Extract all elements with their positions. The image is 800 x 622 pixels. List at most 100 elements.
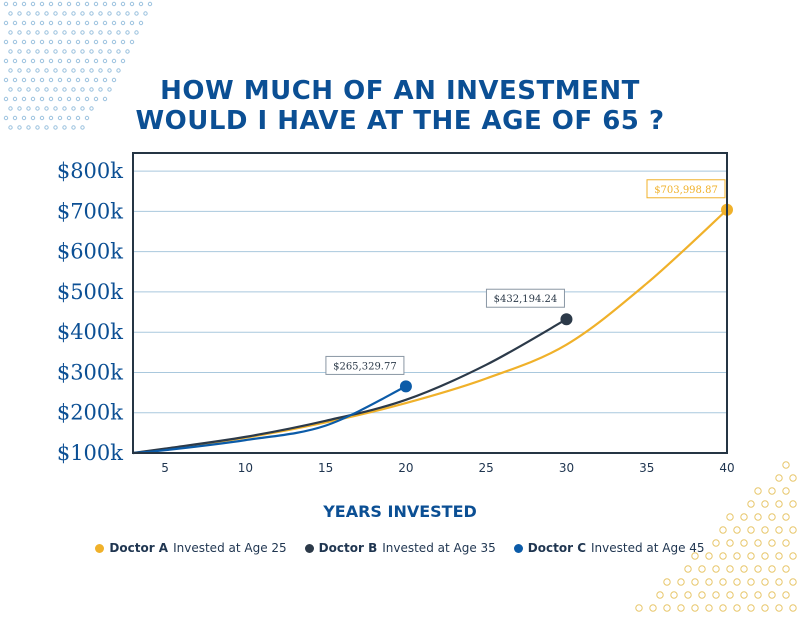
x-tick-label: 25 <box>479 461 494 475</box>
decor-ring <box>782 487 790 495</box>
decor-dot <box>62 87 67 92</box>
legend-item-doctor-b: Doctor B Invested at Age 35 <box>304 541 496 555</box>
decor-dot <box>26 125 31 130</box>
decor-dot <box>66 20 72 26</box>
decor-ring <box>789 474 797 482</box>
decor-ring <box>747 604 755 612</box>
decor-ring <box>691 578 699 586</box>
decor-dot <box>53 106 58 111</box>
endpoint-callouts: $703,998.87 $432,194.24 $265,329.77 <box>325 179 726 375</box>
decor-dot <box>98 11 103 16</box>
decor-dot <box>35 87 40 92</box>
decor-dot <box>66 77 72 83</box>
y-tick-label: $600k <box>57 240 123 264</box>
decor-dot <box>98 68 103 73</box>
decor-ring <box>684 565 692 573</box>
decor-dot <box>89 49 94 54</box>
decor-dot <box>57 20 63 26</box>
callout-value: $432,194.24 <box>494 294 558 305</box>
decor-dot <box>84 96 90 102</box>
decor-dot <box>8 87 13 92</box>
decor-dot <box>129 20 135 26</box>
decor-dot <box>116 68 121 73</box>
decor-ring <box>733 578 741 586</box>
decor-dot <box>84 115 90 121</box>
decor-dot <box>17 87 22 92</box>
decor-dot <box>111 20 117 26</box>
decor-dot <box>98 49 103 54</box>
decor-dot <box>57 39 63 45</box>
decor-dot <box>93 96 99 102</box>
decor-dot <box>111 1 117 7</box>
decor-ring <box>789 578 797 586</box>
x-tick-label: 30 <box>559 461 574 475</box>
decor-dot <box>102 77 108 83</box>
decor-ring <box>670 591 678 599</box>
decor-dot <box>53 125 58 130</box>
decor-dot <box>48 115 54 121</box>
decor-dot <box>21 1 27 7</box>
decor-dot <box>80 11 85 16</box>
decor-ring <box>677 578 685 586</box>
decor-ring <box>761 552 769 560</box>
decor-dot <box>3 1 9 7</box>
decor-dot <box>134 11 139 16</box>
decor-dot <box>66 115 72 121</box>
decor-ring <box>719 552 727 560</box>
decor-dot <box>107 87 112 92</box>
legend-name-doctor-c: Doctor C <box>527 541 586 555</box>
decor-dot <box>102 1 108 7</box>
y-axis-ticks: $100k $200k $300k $400k $500k $600k $700k $800k <box>57 159 123 465</box>
legend-item-doctor-a: Doctor A Invested at Age 25 <box>95 541 287 555</box>
chart-title: HOW MUCH OF AN INVESTMENT WOULD I HAVE A… <box>0 76 800 136</box>
decor-dot <box>107 11 112 16</box>
decor-dot <box>71 68 76 73</box>
decor-dot <box>12 20 18 26</box>
decor-dot <box>80 125 85 130</box>
decor-dot <box>57 115 63 121</box>
decor-ring <box>754 487 762 495</box>
decor-dot <box>98 30 103 35</box>
decor-ring <box>782 591 790 599</box>
endpoint-doctor-b <box>560 313 573 326</box>
decor-dot <box>116 11 121 16</box>
x-axis-label: YEARS INVESTED <box>323 502 477 521</box>
decor-dot <box>3 58 9 64</box>
decor-dot <box>120 39 126 45</box>
decor-ring <box>761 526 769 534</box>
decor-dot <box>53 30 58 35</box>
decor-dot <box>116 30 121 35</box>
decor-dot <box>26 30 31 35</box>
decor-dot <box>93 20 99 26</box>
decor-ring <box>761 604 769 612</box>
decor-dot <box>17 68 22 73</box>
decor-dot <box>12 77 18 83</box>
y-tick-label: $100k <box>57 441 123 465</box>
decor-dot <box>66 1 72 7</box>
decor-ring <box>754 565 762 573</box>
decor-ring <box>754 591 762 599</box>
decor-dot <box>93 39 99 45</box>
decor-dot <box>17 30 22 35</box>
chart-title-line-1: HOW MUCH OF AN INVESTMENT <box>160 76 640 106</box>
decor-dot <box>143 11 148 16</box>
decor-dot <box>138 20 144 26</box>
decor-dot <box>80 106 85 111</box>
decor-dot <box>129 39 135 45</box>
decor-dot <box>75 115 81 121</box>
decor-dot <box>35 49 40 54</box>
decor-ring <box>747 526 755 534</box>
callout-box <box>325 355 405 375</box>
decor-dot <box>12 1 18 7</box>
decor-dot <box>80 87 85 92</box>
decor-ring <box>691 604 699 612</box>
legend-desc-doctor-a: Invested at Age 25 <box>173 541 287 555</box>
x-tick-label: 35 <box>639 461 654 475</box>
decor-dot <box>75 96 81 102</box>
decor-ring <box>789 552 797 560</box>
decor-dot <box>44 30 49 35</box>
decor-dot <box>8 30 13 35</box>
decor-dot <box>93 1 99 7</box>
decor-dot <box>62 125 67 130</box>
